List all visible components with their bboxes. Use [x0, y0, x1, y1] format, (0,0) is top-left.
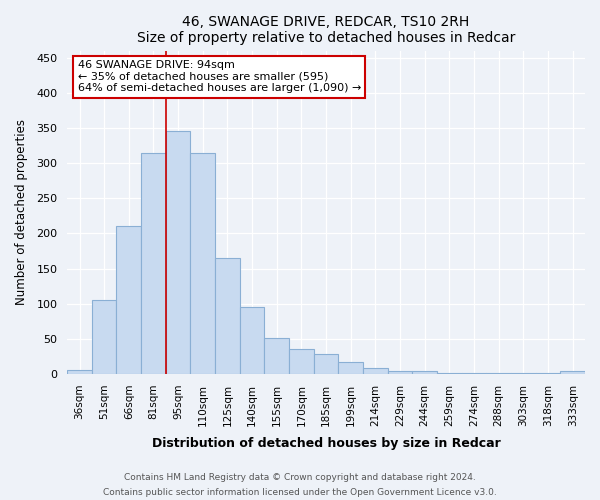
Bar	[166, 132, 190, 374]
Bar	[560, 371, 585, 374]
Bar	[412, 370, 437, 374]
Bar	[511, 372, 536, 374]
Bar	[314, 354, 338, 374]
Bar	[265, 338, 289, 374]
Bar	[67, 370, 92, 374]
Bar	[240, 306, 265, 374]
Bar	[289, 350, 314, 374]
Bar	[462, 372, 487, 374]
Bar	[141, 152, 166, 374]
Bar	[190, 152, 215, 374]
Title: 46, SWANAGE DRIVE, REDCAR, TS10 2RH
Size of property relative to detached houses: 46, SWANAGE DRIVE, REDCAR, TS10 2RH Size…	[137, 15, 515, 45]
Bar	[487, 372, 511, 374]
X-axis label: Distribution of detached houses by size in Redcar: Distribution of detached houses by size …	[152, 437, 500, 450]
Bar	[437, 372, 462, 374]
Y-axis label: Number of detached properties: Number of detached properties	[15, 120, 28, 306]
Bar	[116, 226, 141, 374]
Text: Contains HM Land Registry data © Crown copyright and database right 2024.: Contains HM Land Registry data © Crown c…	[124, 473, 476, 482]
Text: Contains public sector information licensed under the Open Government Licence v3: Contains public sector information licen…	[103, 488, 497, 497]
Text: 46 SWANAGE DRIVE: 94sqm
← 35% of detached houses are smaller (595)
64% of semi-d: 46 SWANAGE DRIVE: 94sqm ← 35% of detache…	[77, 60, 361, 94]
Bar	[338, 362, 363, 374]
Bar	[92, 300, 116, 374]
Bar	[363, 368, 388, 374]
Bar	[215, 258, 240, 374]
Bar	[388, 371, 412, 374]
Bar	[536, 372, 560, 374]
